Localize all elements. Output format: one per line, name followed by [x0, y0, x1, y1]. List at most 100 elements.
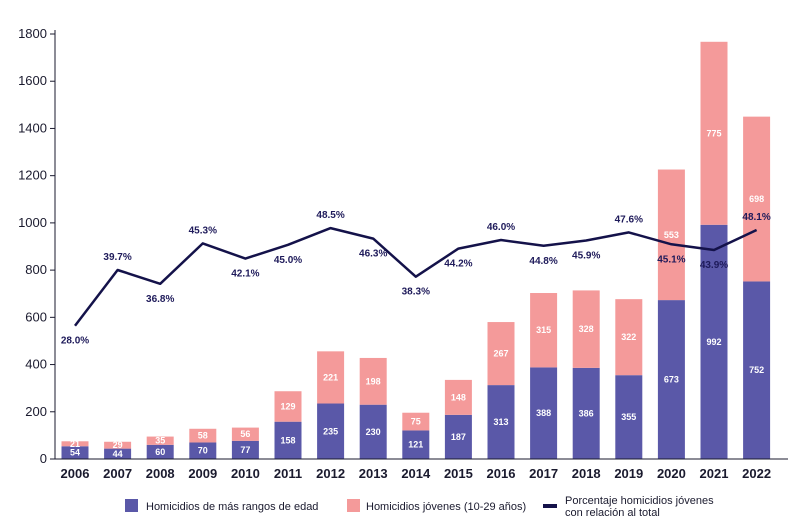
bar-label-youth: 56: [240, 429, 250, 439]
x-tick-label: 2016: [487, 466, 516, 481]
bar-other-ages: [657, 300, 685, 459]
x-tick-label: 2010: [231, 466, 260, 481]
y-tick-label: 800: [25, 262, 47, 277]
x-tick-label: 2022: [742, 466, 771, 481]
percentage-label: 38.3%: [402, 287, 430, 298]
x-tick-label: 2007: [103, 466, 132, 481]
x-tick-label: 2013: [359, 466, 388, 481]
bar-label-other-ages: 386: [579, 408, 594, 418]
bar-label-youth: 221: [323, 372, 338, 382]
bar-label-youth: 328: [579, 324, 594, 334]
bar-youth: [444, 379, 472, 415]
x-tick-label: 2011: [274, 466, 302, 481]
bar-label-other-ages: 158: [280, 435, 295, 445]
bar-label-youth: 148: [451, 392, 466, 402]
bar-label-youth: 75: [411, 417, 421, 427]
bar-youth: [61, 441, 89, 447]
bar-other-ages: [274, 421, 302, 459]
percentage-label: 42.1%: [231, 269, 259, 280]
bar-label-other-ages: 54: [70, 448, 80, 458]
bar-label-other-ages: 187: [451, 432, 466, 442]
percentage-label: 48.5%: [316, 210, 344, 221]
bar-youth: [317, 351, 345, 404]
bar-youth: [146, 436, 174, 445]
bar-label-youth: 775: [706, 128, 721, 138]
percentage-label: 43.9%: [700, 260, 728, 271]
bar-youth: [359, 357, 387, 405]
x-tick-label: 2008: [146, 466, 175, 481]
percentage-label: 45.1%: [657, 254, 685, 265]
bar-label-youth: 29: [113, 440, 123, 450]
bar-youth: [104, 441, 132, 449]
bar-label-other-ages: 77: [240, 445, 250, 455]
bar-youth: [402, 412, 430, 431]
bar-youth: [657, 169, 685, 301]
legend-swatch-youth: [347, 499, 360, 512]
bar-youth: [700, 41, 728, 225]
percentage-label: 46.3%: [359, 249, 387, 260]
bar-youth: [274, 391, 302, 422]
y-tick-label: 400: [25, 357, 47, 372]
bar-other-ages: [572, 367, 600, 459]
bar-label-youth: 267: [493, 349, 508, 359]
bar-label-youth: 58: [198, 431, 208, 441]
bar-other-ages: [104, 448, 132, 459]
percentage-label: 45.3%: [189, 225, 217, 236]
bar-other-ages: [487, 385, 515, 459]
bar-label-other-ages: 121: [408, 440, 423, 450]
bar-label-youth: 35: [155, 436, 165, 446]
y-axis: 0 200 400 600 800 1000 1200 1400 1600 1800: [18, 26, 56, 466]
bar-label-youth: 553: [664, 230, 679, 240]
bar-other-ages: [402, 430, 430, 459]
bar-label-other-ages: 388: [536, 408, 551, 418]
legend-swatch-percentage: [543, 504, 557, 508]
x-tick-label: 2015: [444, 466, 473, 481]
percentage-label: 46.0%: [487, 222, 515, 233]
bar-label-youth: 698: [749, 194, 764, 204]
bar-youth: [615, 299, 643, 376]
bar-youth: [487, 322, 515, 386]
percentage-label: 36.8%: [146, 294, 174, 305]
bar-label-other-ages: 60: [155, 447, 165, 457]
bar-other-ages: [359, 404, 387, 459]
y-tick-label: 1600: [18, 73, 47, 88]
percentage-label: 44.8%: [529, 256, 557, 267]
bar-youth: [743, 116, 771, 282]
bar-label-other-ages: 355: [621, 412, 636, 422]
x-tick-label: 2012: [316, 466, 345, 481]
legend-swatch-other-ages: [125, 499, 138, 512]
bar-label-other-ages: 44: [113, 449, 123, 459]
bar-other-ages: [61, 446, 89, 459]
y-tick-label: 1400: [18, 120, 47, 135]
bar-other-ages: [146, 444, 174, 459]
bar-label-other-ages: 673: [664, 375, 679, 385]
percentage-label: 28.0%: [61, 336, 89, 347]
y-tick-label: 200: [25, 404, 47, 419]
percentage-label: 44.2%: [444, 259, 472, 270]
bar-other-ages: [189, 442, 217, 459]
x-tick-label: 2014: [401, 466, 431, 481]
bar-label-other-ages: 70: [198, 446, 208, 456]
bar-other-ages: [700, 224, 728, 459]
x-tick-label: 2017: [529, 466, 558, 481]
bar-other-ages: [231, 440, 259, 459]
bar-youth: [189, 428, 217, 443]
bar-youth: [572, 290, 600, 368]
bar-youth: [231, 427, 259, 441]
percentage-label: 47.6%: [615, 214, 643, 225]
bar-label-youth: 21: [70, 439, 80, 449]
x-tick-label: 2020: [657, 466, 686, 481]
x-tick-label: 2021: [700, 466, 729, 481]
percentage-line: [74, 226, 758, 327]
x-axis: 2006 2007 2008 2009 2010 2011 2012 2013 2014 2015…: [55, 458, 788, 481]
x-tick-label: 2019: [614, 466, 643, 481]
bar-other-ages: [615, 375, 643, 459]
legend-label-percentage-line1: Porcentaje homicidios jóvenes: [565, 495, 714, 507]
percentage-label: 45.9%: [572, 251, 600, 262]
bar-label-other-ages: 230: [366, 427, 381, 437]
bar-other-ages: [530, 367, 558, 459]
y-tick-label: 1800: [18, 26, 47, 41]
bar-label-other-ages: 235: [323, 426, 338, 436]
x-tick-label: 2009: [188, 466, 217, 481]
bar-label-youth: 198: [366, 376, 381, 386]
